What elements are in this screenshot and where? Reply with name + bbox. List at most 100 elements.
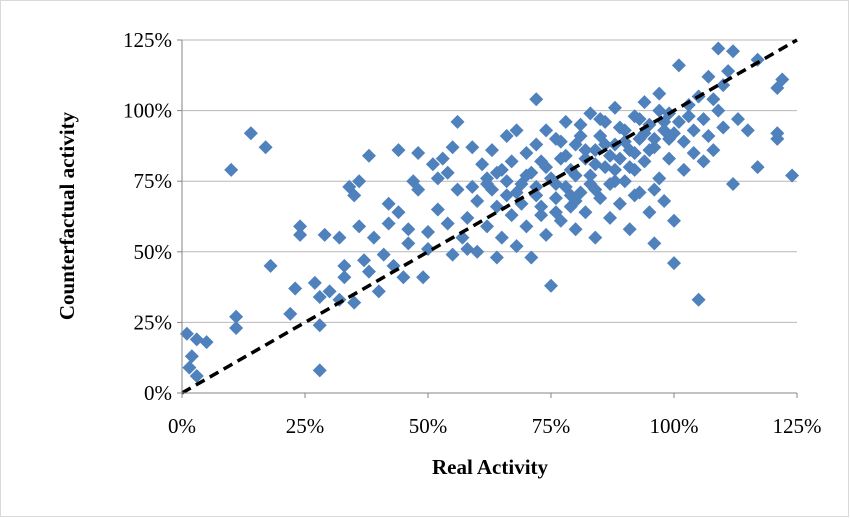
data-point xyxy=(701,69,716,84)
data-point xyxy=(701,129,716,144)
data-point xyxy=(539,160,554,175)
x-tick-label: 25% xyxy=(286,414,325,438)
data-point xyxy=(607,100,622,115)
data-point xyxy=(603,210,618,225)
y-tick-label: 50% xyxy=(134,240,173,264)
data-point xyxy=(224,162,239,177)
data-point xyxy=(317,227,332,242)
data-point xyxy=(603,148,618,163)
data-point xyxy=(470,244,485,259)
data-point xyxy=(312,363,327,378)
x-tick-label: 100% xyxy=(650,414,699,438)
data-point xyxy=(721,64,736,79)
data-point xyxy=(475,157,490,172)
data-point xyxy=(775,72,790,87)
data-point xyxy=(361,264,376,279)
data-point xyxy=(622,160,637,175)
data-point xyxy=(352,174,367,189)
data-point xyxy=(371,284,386,299)
data-point xyxy=(307,275,322,290)
data-point xyxy=(179,326,194,341)
data-point xyxy=(499,174,514,189)
data-point xyxy=(696,154,711,169)
data-point xyxy=(539,123,554,138)
data-point xyxy=(322,284,337,299)
data-point xyxy=(440,216,455,231)
data-point xyxy=(662,131,677,146)
data-point xyxy=(489,165,504,180)
data-point xyxy=(637,154,652,169)
data-point xyxy=(534,208,549,223)
x-tick-label: 75% xyxy=(532,414,571,438)
data-point xyxy=(189,332,204,347)
data-point xyxy=(391,205,406,220)
data-point xyxy=(445,247,460,262)
data-point xyxy=(686,123,701,138)
data-point xyxy=(657,193,672,208)
data-point xyxy=(480,219,495,234)
data-point xyxy=(430,202,445,217)
data-point xyxy=(612,120,627,135)
data-point xyxy=(671,58,686,73)
data-point xyxy=(588,230,603,245)
axes xyxy=(177,39,798,398)
data-point xyxy=(642,205,657,220)
data-point xyxy=(366,230,381,245)
data-point xyxy=(440,165,455,180)
data-point xyxy=(706,143,721,158)
data-point xyxy=(416,270,431,285)
y-tick-label: 100% xyxy=(123,99,172,123)
data-point xyxy=(337,258,352,273)
data-point xyxy=(539,227,554,242)
data-point xyxy=(489,199,504,214)
data-point xyxy=(750,160,765,175)
data-point xyxy=(529,137,544,152)
x-tick-labels: 0% 25% 50% 75% 100% 125% xyxy=(168,414,822,438)
data-point xyxy=(652,171,667,186)
data-point xyxy=(568,168,583,183)
data-point xyxy=(499,129,514,144)
data-point xyxy=(617,174,632,189)
data-point xyxy=(455,230,470,245)
data-point xyxy=(312,318,327,333)
data-point xyxy=(293,219,308,234)
data-point xyxy=(553,134,568,149)
data-point xyxy=(671,114,686,129)
data-point xyxy=(357,253,372,268)
data-point xyxy=(588,182,603,197)
x-axis-title: Real Activity xyxy=(432,455,549,479)
data-point xyxy=(637,95,652,110)
data-point xyxy=(263,258,278,273)
data-point xyxy=(435,151,450,166)
data-point xyxy=(229,309,244,324)
data-point xyxy=(716,120,731,135)
data-point xyxy=(647,182,662,197)
data-point xyxy=(347,295,362,310)
data-point xyxy=(529,92,544,107)
data-point xyxy=(544,278,558,293)
data-point xyxy=(730,112,745,127)
data-point xyxy=(229,321,244,336)
data-point xyxy=(243,126,258,141)
data-point xyxy=(548,191,563,206)
data-point xyxy=(450,182,465,197)
data-point xyxy=(573,117,588,132)
x-tick-label: 50% xyxy=(409,414,448,438)
data-point xyxy=(578,143,593,158)
data-point xyxy=(509,123,524,138)
data-point xyxy=(445,140,460,155)
data-point xyxy=(182,360,197,375)
data-point xyxy=(519,219,534,234)
data-point xyxy=(337,270,352,285)
data-point xyxy=(627,145,642,160)
data-point xyxy=(519,145,534,160)
data-point xyxy=(460,210,475,225)
data-point xyxy=(696,112,711,127)
data-point xyxy=(450,114,465,129)
data-point xyxy=(593,112,608,127)
data-point xyxy=(361,148,376,163)
data-point xyxy=(504,154,519,169)
data-points xyxy=(179,41,800,384)
data-point xyxy=(588,157,603,172)
